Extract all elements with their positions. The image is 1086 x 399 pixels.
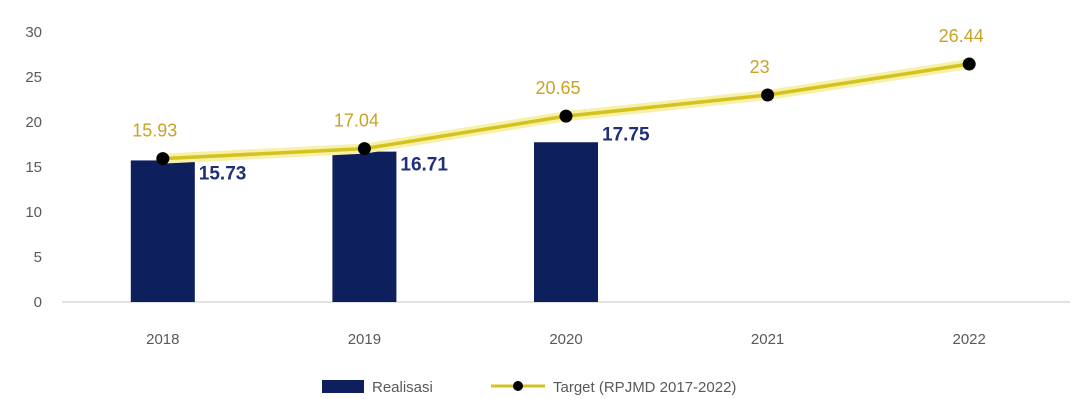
realisasi-value-label: 17.75: [602, 124, 650, 145]
y-tick-label: 25: [25, 69, 42, 86]
x-tick-label: 2020: [549, 331, 582, 348]
label-layer: 15.93 17.04 20.65 23 26.44 15.73 16.71 17.75: [132, 26, 983, 184]
target-point: [156, 152, 170, 166]
y-tick-label: 20: [25, 114, 42, 131]
target-value-label: 26.44: [939, 26, 984, 46]
x-tick-label: 2019: [348, 331, 381, 348]
x-tick-label: 2021: [751, 331, 784, 348]
target-point: [559, 109, 573, 123]
y-tick-label: 10: [25, 204, 42, 221]
bar-realisasi: [332, 151, 397, 302]
x-tick-label: 2018: [146, 331, 179, 348]
target-point: [357, 142, 371, 156]
target-value-label: 20.65: [535, 78, 580, 98]
legend-swatch-realisasi: [322, 380, 364, 393]
bar-realisasi: [130, 160, 195, 302]
y-tick-label: 0: [34, 294, 42, 311]
legend-label-target: Target (RPJMD 2017-2022): [553, 379, 736, 396]
target-value-label: 23: [750, 57, 770, 77]
legend-marker-target: [513, 381, 523, 391]
x-tick-label: 2022: [953, 331, 986, 348]
bar-layer: [130, 142, 598, 302]
legend-label-realisasi: Realisasi: [372, 379, 433, 396]
target-value-label: 15.93: [132, 121, 177, 141]
target-point: [962, 57, 976, 71]
legend: Realisasi Target (RPJMD 2017-2022): [322, 379, 736, 396]
target-point: [761, 88, 775, 102]
y-tick-label: 15: [25, 159, 42, 176]
realisasi-value-label: 15.73: [199, 163, 247, 184]
y-tick-label: 5: [34, 249, 42, 266]
realisasi-value-label: 16.71: [400, 155, 448, 176]
y-tick-label: 30: [25, 24, 42, 41]
line-layer: [156, 57, 976, 166]
bar-realisasi: [534, 142, 598, 302]
target-value-label: 17.04: [334, 111, 379, 131]
axis-layer: 0 5 10 15 20 25 30 2018 2019 2020 2021 2022: [25, 24, 1070, 348]
